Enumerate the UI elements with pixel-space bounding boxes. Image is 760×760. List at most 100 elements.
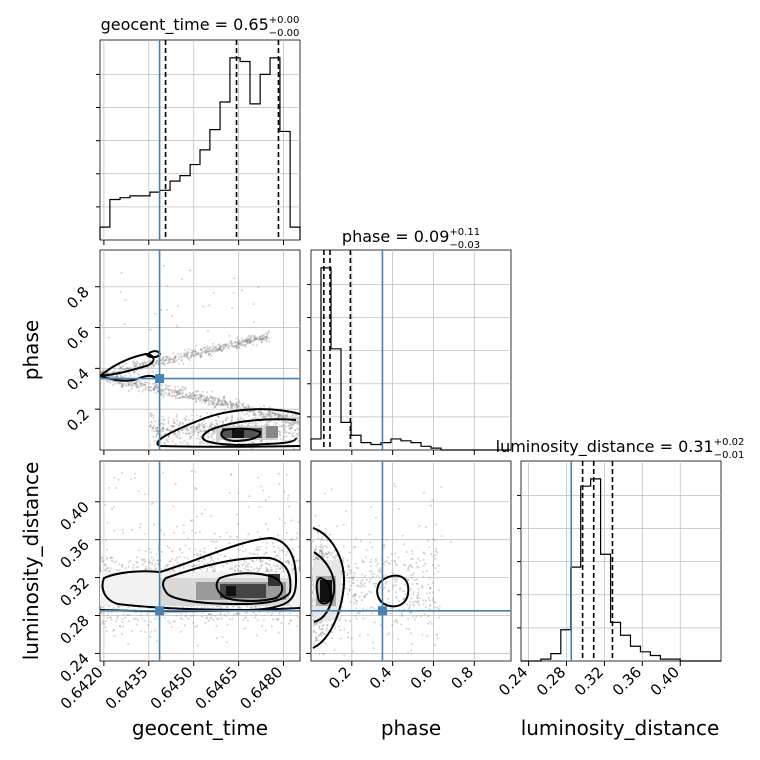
scatter-point xyxy=(213,429,216,432)
scatter-point xyxy=(176,556,179,559)
scatter-point xyxy=(246,424,249,427)
scatter-point xyxy=(375,564,378,567)
scatter-point xyxy=(201,395,204,398)
scatter-point xyxy=(199,430,202,433)
scatter-point xyxy=(164,359,167,362)
scatter-point xyxy=(171,395,174,398)
scatter-point xyxy=(143,383,146,386)
scatter-point xyxy=(247,403,250,406)
scatter-point xyxy=(319,621,322,624)
scatter-point xyxy=(135,384,138,387)
scatter-point xyxy=(150,563,153,566)
scatter-point xyxy=(177,425,180,428)
scatter-point xyxy=(190,426,193,429)
scatter-point xyxy=(395,564,398,567)
scatter-point xyxy=(260,439,263,442)
scatter-point xyxy=(349,601,352,604)
scatter-point xyxy=(206,396,209,399)
scatter-point xyxy=(293,422,296,425)
scatter-point xyxy=(412,593,415,596)
scatter-point xyxy=(185,432,188,435)
scatter-point xyxy=(156,562,159,565)
scatter-point xyxy=(222,396,225,399)
scatter-point xyxy=(273,556,276,559)
scatter-point xyxy=(289,415,292,418)
scatter-point xyxy=(109,381,112,384)
scatter-point xyxy=(285,415,288,418)
scatter-point xyxy=(262,338,265,341)
scatter-point xyxy=(269,415,272,418)
scatter-point xyxy=(265,566,268,569)
scatter-point xyxy=(195,394,198,397)
scatter-point xyxy=(105,548,108,551)
scatter-point xyxy=(181,428,184,431)
scatter-point xyxy=(250,336,253,339)
scatter-point xyxy=(230,473,233,476)
scatter-point xyxy=(174,442,177,445)
scatter-point xyxy=(229,535,232,538)
scatter-point xyxy=(290,537,293,540)
scatter-point xyxy=(167,620,170,623)
scatter-point xyxy=(285,415,288,418)
scatter-point xyxy=(258,606,261,609)
scatter-point xyxy=(248,495,251,498)
scatter-point xyxy=(216,348,219,351)
scatter-point xyxy=(183,427,186,430)
scatter-point xyxy=(420,585,423,588)
scatter-point xyxy=(156,433,159,436)
scatter-point xyxy=(431,599,434,602)
scatter-point xyxy=(265,562,268,565)
scatter-point xyxy=(435,633,438,636)
scatter-point xyxy=(276,413,279,416)
scatter-point xyxy=(282,414,285,417)
scatter-point xyxy=(315,638,318,641)
scatter-point xyxy=(247,569,250,572)
scatter-point xyxy=(223,403,226,406)
scatter-point xyxy=(392,585,395,588)
scatter-point xyxy=(175,435,178,438)
scatter-point xyxy=(274,423,277,426)
scatter-point xyxy=(237,522,240,525)
scatter-point xyxy=(437,564,440,567)
scatter-point xyxy=(168,392,171,395)
scatter-point xyxy=(243,340,246,343)
scatter-point xyxy=(152,370,155,373)
scatter-point xyxy=(228,557,231,560)
scatter-point xyxy=(354,594,357,597)
scatter-point xyxy=(241,545,244,548)
scatter-point xyxy=(222,402,225,405)
scatter-point xyxy=(148,547,151,550)
scatter-point xyxy=(283,432,286,435)
scatter-point xyxy=(223,613,226,616)
scatter-point xyxy=(295,433,298,436)
hist-step-line xyxy=(521,478,721,662)
scatter-point xyxy=(204,400,207,403)
scatter-point xyxy=(209,346,212,349)
scatter-point xyxy=(112,383,115,386)
scatter-point xyxy=(102,369,105,372)
scatter-point xyxy=(198,423,201,426)
scatter-point xyxy=(282,425,285,428)
scatter-point xyxy=(245,343,248,346)
scatter-point xyxy=(132,364,135,367)
scatter-point xyxy=(321,549,324,552)
scatter-point xyxy=(161,358,164,361)
scatter-point xyxy=(263,405,266,408)
scatter-point xyxy=(388,632,391,635)
scatter-point xyxy=(144,631,147,634)
scatter-point xyxy=(412,604,415,607)
scatter-point xyxy=(210,354,213,357)
scatter-point xyxy=(199,354,202,357)
scatter-point xyxy=(169,384,172,387)
scatter-point xyxy=(162,427,165,430)
scatter-point xyxy=(134,382,137,385)
scatter-point xyxy=(401,589,404,592)
scatter-point xyxy=(222,420,225,423)
scatter-point xyxy=(181,392,184,395)
scatter-point xyxy=(326,624,329,627)
x-tick-label: 0.40 xyxy=(647,663,683,699)
scatter-point xyxy=(208,304,211,307)
scatter-point xyxy=(394,581,397,584)
scatter-point xyxy=(256,546,259,549)
scatter-point xyxy=(236,418,239,421)
